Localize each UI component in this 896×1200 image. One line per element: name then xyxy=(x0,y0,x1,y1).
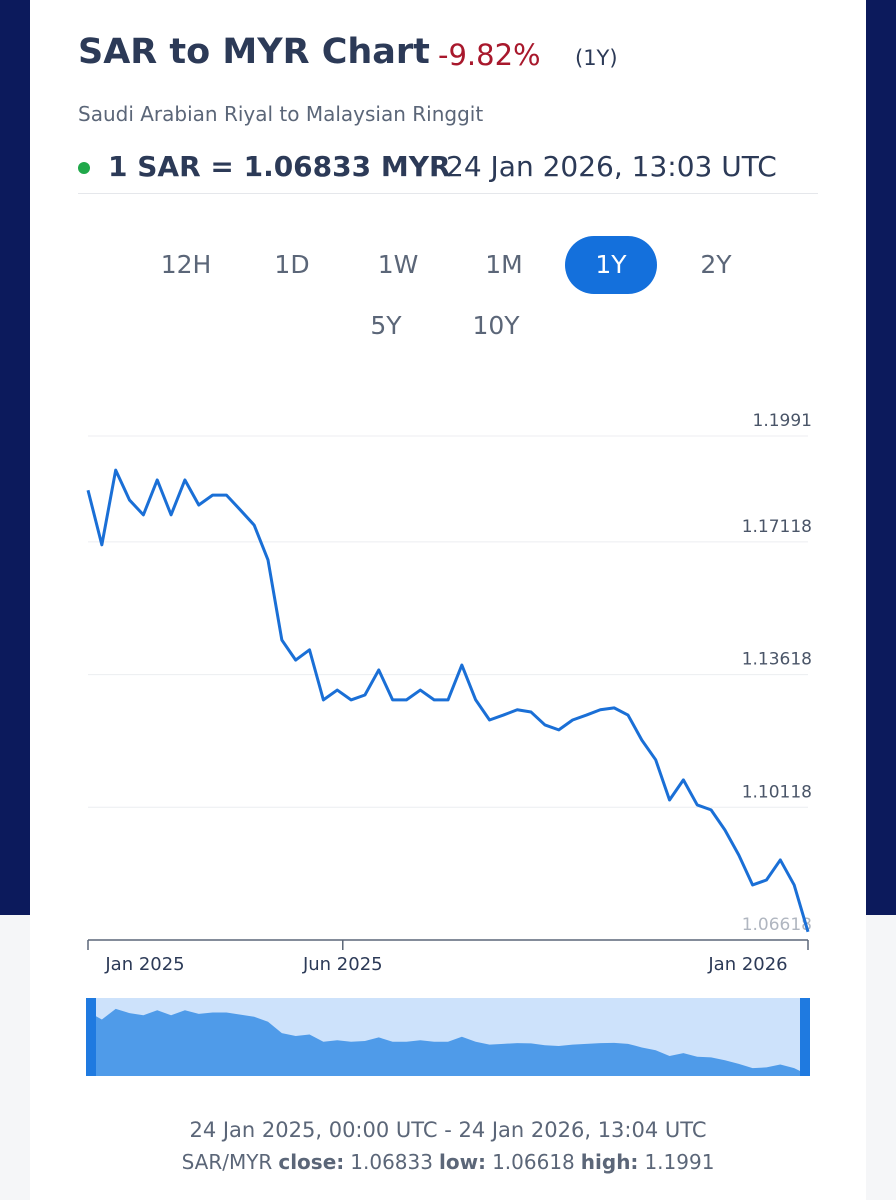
x-tick-label: Jan 2025 xyxy=(104,954,184,975)
x-tick-label: Jan 2026 xyxy=(707,954,787,975)
title: SAR to MYR Chart xyxy=(78,32,430,72)
y-tick-label: 1.13618 xyxy=(742,650,812,670)
status-dot xyxy=(78,162,90,174)
y-tick-label: 1.10118 xyxy=(742,782,812,802)
y-tick-label: 1.1991 xyxy=(753,411,812,431)
range-button[interactable]: 1Y xyxy=(565,236,657,294)
navigator-handle xyxy=(86,998,96,1076)
y-tick-label: 1.06618 xyxy=(742,915,812,935)
stat-label: close: xyxy=(278,1150,345,1174)
x-tick-label: Jun 2025 xyxy=(302,954,383,975)
stat-label: low: xyxy=(438,1150,487,1174)
y-tick-label: 1.17118 xyxy=(742,517,812,537)
price-line xyxy=(86,468,810,933)
footer-range: 24 Jan 2025, 00:00 UTC - 24 Jan 2026, 13… xyxy=(189,1118,707,1142)
period: (1Y) xyxy=(575,46,618,70)
separator xyxy=(78,193,818,194)
range-button[interactable]: 1M xyxy=(485,250,523,279)
range-button[interactable]: 1D xyxy=(274,250,310,279)
change: -9.82% xyxy=(438,38,541,72)
stat-value: 1.06618 xyxy=(492,1150,575,1174)
range-button[interactable]: 5Y xyxy=(370,311,402,340)
range-button[interactable]: 1W xyxy=(377,250,419,279)
pair: SAR/MYR xyxy=(181,1150,273,1174)
chart: 1.06618 1.10118 1.13618 1.17118 1.1991 Jan 20… xyxy=(86,411,812,1076)
stat-value: 1.1991 xyxy=(644,1150,715,1174)
range-button[interactable]: 10Y xyxy=(472,311,520,340)
stat-label: high: xyxy=(580,1150,639,1174)
footer-stats: SAR/MYR close: 1.06833 low: 1.06618 high: 1.19… xyxy=(30,1150,866,1174)
range-button[interactable]: 12H xyxy=(160,250,212,279)
timestamp: 24 Jan 2026, 13:03 UTC xyxy=(446,150,777,183)
rate: 1 SAR = 1.06833 MYR xyxy=(108,150,451,183)
navigator-handle xyxy=(800,998,810,1076)
navigator-area xyxy=(88,1008,808,1076)
range-button[interactable]: 2Y xyxy=(700,250,732,279)
stat-value: 1.06833 xyxy=(350,1150,433,1174)
subtitle: Saudi Arabian Riyal to Malaysian Ringgit xyxy=(78,102,484,126)
